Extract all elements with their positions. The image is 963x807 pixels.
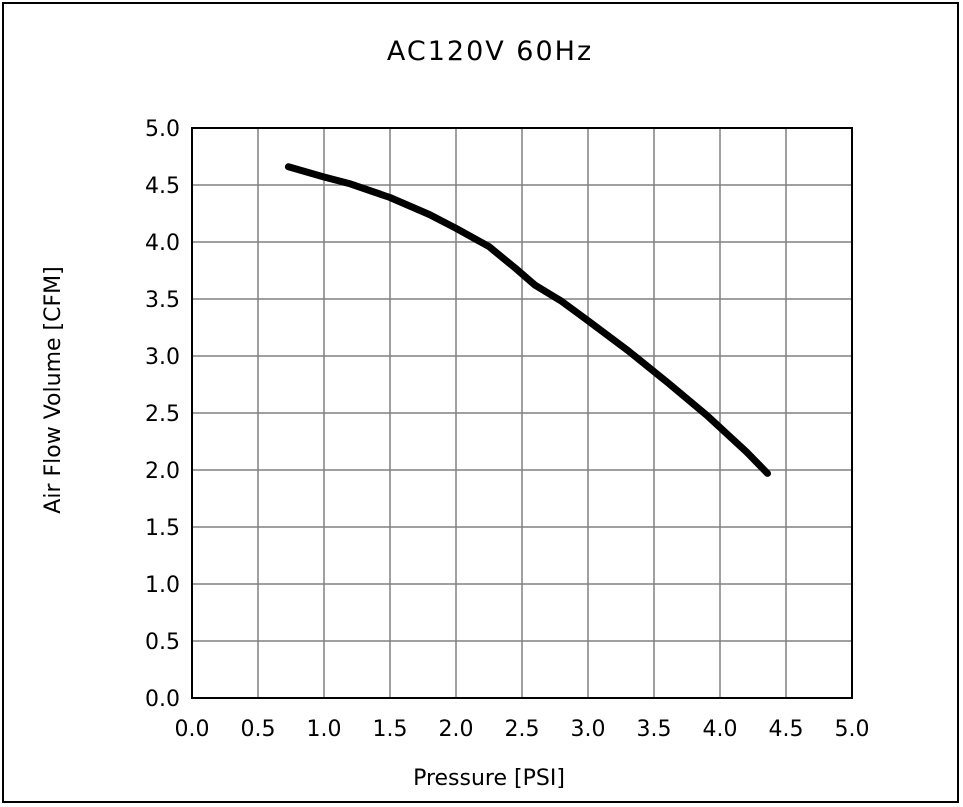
y-tick-labels: 0.0 0.5 1.0 1.5 2.0 2.5 3.0 3.5 4.0 4.5 5.0 [145,117,180,712]
series-line [284,163,771,477]
y-tick-label: 0.5 [145,630,180,655]
y-tick-label: 4.0 [145,231,180,256]
x-tick-label: 4.5 [769,717,804,742]
y-tick-label: 5.0 [145,117,180,142]
chart: AC120V 60Hz 0.0 0.5 1.0 1.5 2.0 2.5 3.0 3.5 4.0 4… [41,36,870,791]
chart-title: AC120V 60Hz [387,36,593,67]
x-tick-label: 0.0 [175,717,210,742]
y-tick-label: 4.5 [145,174,180,199]
x-tick-label: 2.0 [439,717,474,742]
x-tick-label: 2.5 [505,717,540,742]
x-tick-labels: 0.0 0.5 1.0 1.5 2.0 2.5 3.0 3.5 4.0 4.5 5.0 [175,717,870,742]
x-tick-label: 1.5 [373,717,408,742]
x-tick-label: 1.0 [307,717,342,742]
plot-area [191,127,853,699]
x-tick-label: 5.0 [835,717,870,742]
x-tick-label: 4.0 [703,717,738,742]
x-tick-label: 3.5 [637,717,672,742]
y-tick-label: 1.0 [145,573,180,598]
y-tick-label: 3.5 [145,288,180,313]
y-tick-label: 1.5 [145,516,180,541]
y-axis-title: Air Flow Volume [CFM] [41,266,66,513]
x-axis-title: Pressure [PSI] [413,766,565,791]
y-tick-label: 2.0 [145,459,180,484]
y-tick-label: 3.0 [145,345,180,370]
grid [192,128,852,698]
y-tick-label: 0.0 [145,687,180,712]
x-tick-label: 3.0 [571,717,606,742]
x-tick-label: 0.5 [241,717,276,742]
series [284,163,771,477]
y-tick-label: 2.5 [145,402,180,427]
